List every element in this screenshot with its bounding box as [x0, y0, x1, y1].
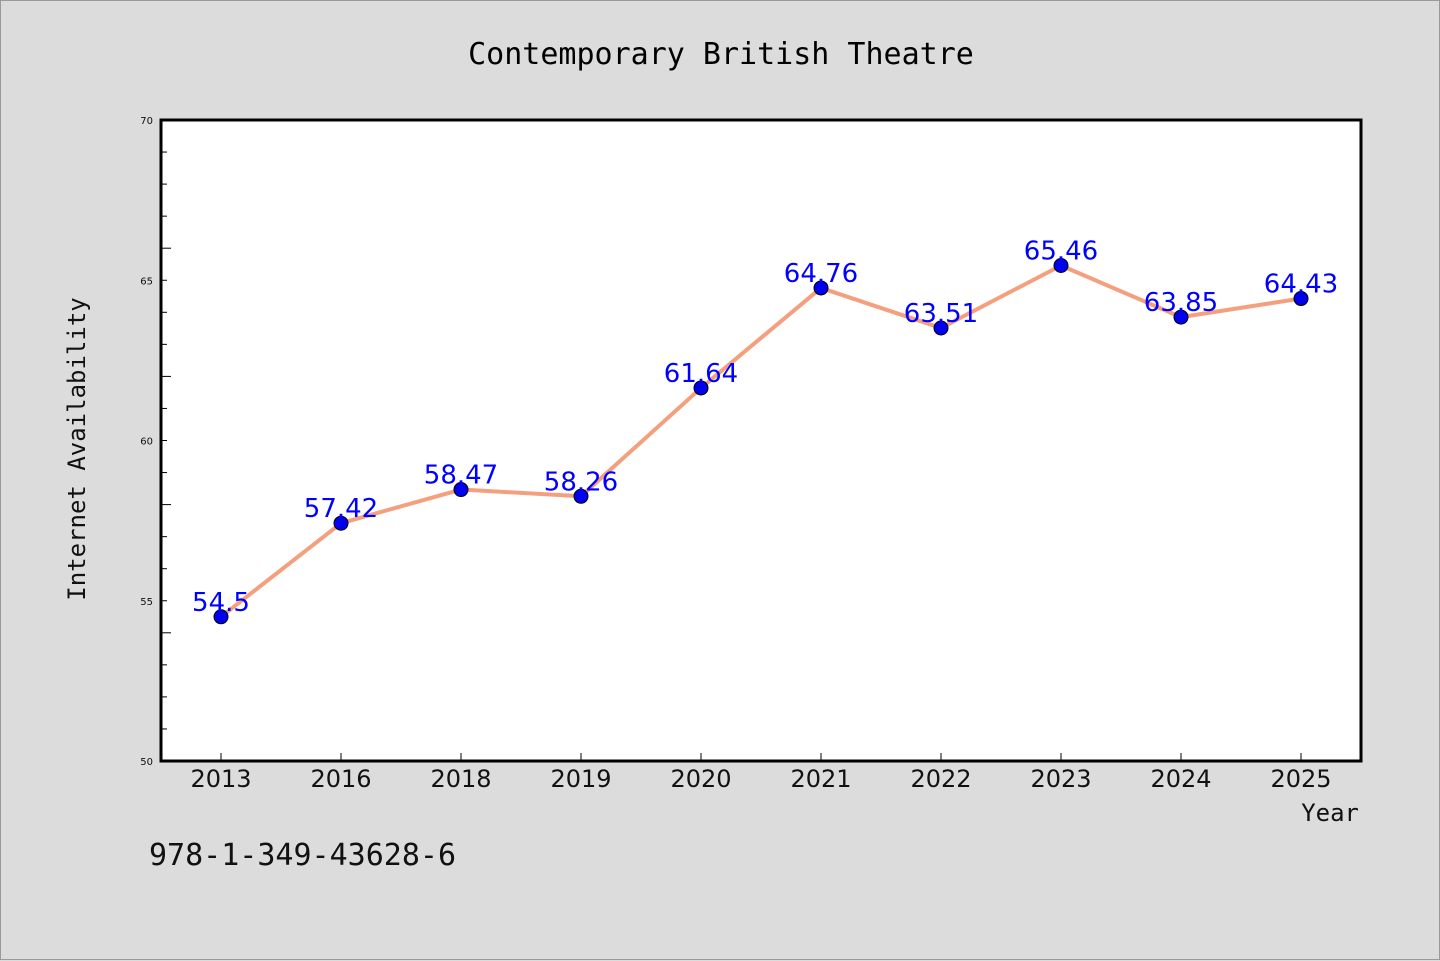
data-point: [333, 515, 349, 531]
data-label: 65.46: [1024, 237, 1098, 267]
x-tick-label: 2016: [310, 765, 371, 793]
data-point: [1053, 258, 1069, 274]
x-tick-label: 2013: [190, 765, 251, 793]
y-axis-label: Internet Availability: [63, 297, 91, 600]
x-tick-label: 2019: [550, 765, 611, 793]
data-point: [933, 320, 949, 336]
series: 54.5 57.42 58.47 58.26 61.64 64.76 63.51 65.46 6…: [192, 237, 1338, 625]
data-label: 63.85: [1144, 288, 1218, 318]
data-label: 58.47: [424, 461, 498, 491]
y-tick-label: 70: [140, 116, 153, 127]
data-label: 54.5: [192, 588, 250, 618]
y-axis: 50 55 60 65 70: [140, 116, 171, 768]
x-tick-label: 2025: [1270, 765, 1331, 793]
data-label: 63.51: [904, 299, 978, 329]
x-tick-label: 2021: [790, 765, 851, 793]
isbn-label: 978-1-349-43628-6: [149, 838, 456, 873]
y-tick-label: 55: [140, 597, 153, 608]
data-point: [1293, 291, 1309, 307]
y-tick-label: 65: [140, 276, 153, 287]
data-point: [813, 280, 829, 296]
y-tick-label: 50: [140, 757, 153, 768]
x-axis: 2013 2016 2018 2019 2020 2021 2022 2023 2024 2025: [190, 753, 1332, 793]
data-point: [213, 609, 229, 625]
data-point: [453, 482, 469, 498]
data-label: 61.64: [664, 359, 738, 389]
x-tick-label: 2018: [430, 765, 491, 793]
data-point: [693, 380, 709, 396]
data-label: 64.43: [1264, 270, 1338, 300]
data-label: 57.42: [304, 494, 378, 524]
x-tick-label: 2023: [1030, 765, 1091, 793]
data-point: [573, 488, 589, 504]
x-axis-label: Year: [1301, 799, 1359, 827]
data-point: [1173, 309, 1189, 325]
series-line: [219, 263, 1302, 619]
data-label: 58.26: [544, 467, 618, 497]
plot-area: [159, 118, 1363, 763]
x-tick-label: 2024: [1150, 765, 1211, 793]
x-tick-label: 2020: [670, 765, 731, 793]
x-tick-label: 2022: [910, 765, 971, 793]
y-tick-label: 60: [140, 437, 153, 448]
chart-title: Contemporary British Theatre: [468, 37, 974, 72]
data-label: 64.76: [784, 259, 858, 289]
